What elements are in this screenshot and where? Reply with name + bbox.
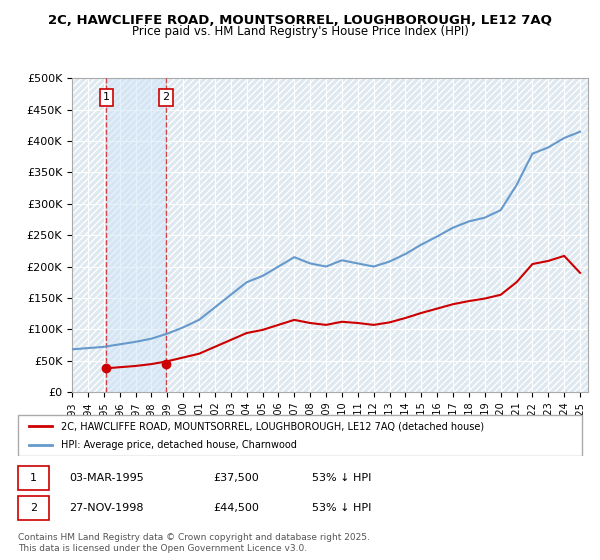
Text: Contains HM Land Registry data © Crown copyright and database right 2025.
This d: Contains HM Land Registry data © Crown c… bbox=[18, 533, 370, 553]
Text: 2C, HAWCLIFFE ROAD, MOUNTSORREL, LOUGHBOROUGH, LE12 7AQ: 2C, HAWCLIFFE ROAD, MOUNTSORREL, LOUGHBO… bbox=[48, 14, 552, 27]
Text: 53% ↓ HPI: 53% ↓ HPI bbox=[311, 503, 371, 514]
Text: 53% ↓ HPI: 53% ↓ HPI bbox=[311, 473, 371, 483]
FancyBboxPatch shape bbox=[18, 416, 582, 456]
Text: 27-NOV-1998: 27-NOV-1998 bbox=[70, 503, 144, 514]
Text: £44,500: £44,500 bbox=[214, 503, 259, 514]
Text: 2C, HAWCLIFFE ROAD, MOUNTSORREL, LOUGHBOROUGH, LE12 7AQ (detached house): 2C, HAWCLIFFE ROAD, MOUNTSORREL, LOUGHBO… bbox=[61, 421, 484, 431]
FancyBboxPatch shape bbox=[18, 466, 49, 490]
Bar bbox=[106, 78, 166, 392]
FancyBboxPatch shape bbox=[18, 496, 49, 520]
Text: 1: 1 bbox=[103, 92, 110, 102]
Text: HPI: Average price, detached house, Charnwood: HPI: Average price, detached house, Char… bbox=[61, 440, 297, 450]
Text: 1: 1 bbox=[30, 473, 37, 483]
Text: £37,500: £37,500 bbox=[214, 473, 259, 483]
Text: 2: 2 bbox=[30, 503, 37, 514]
Text: 03-MAR-1995: 03-MAR-1995 bbox=[70, 473, 145, 483]
Text: 2: 2 bbox=[162, 92, 169, 102]
Text: Price paid vs. HM Land Registry's House Price Index (HPI): Price paid vs. HM Land Registry's House … bbox=[131, 25, 469, 38]
